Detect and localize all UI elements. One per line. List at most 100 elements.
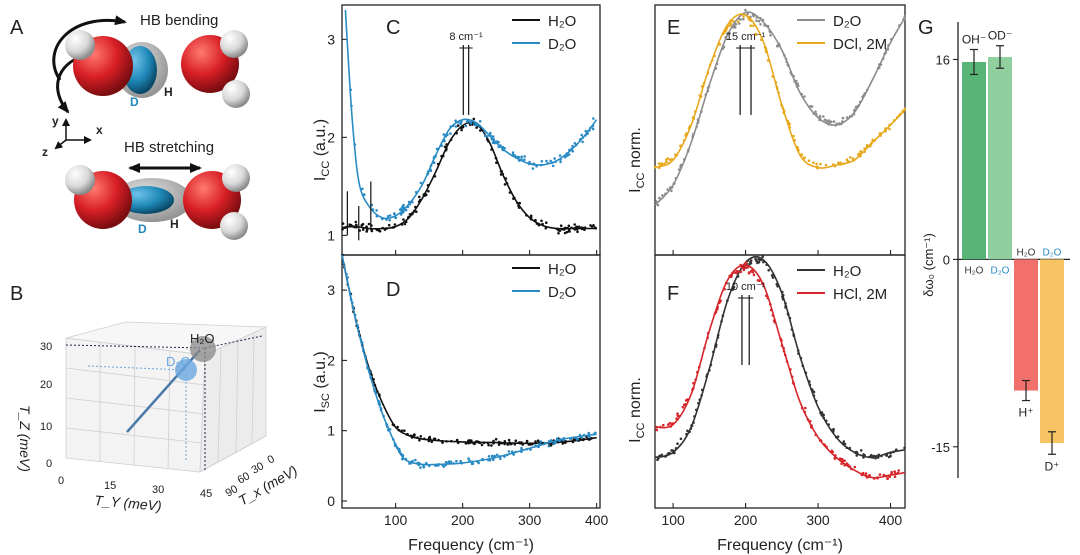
data-point — [549, 159, 552, 163]
data-point — [523, 158, 526, 161]
tz-tick: 10 — [40, 421, 52, 433]
data-point — [749, 24, 752, 28]
data-point — [886, 477, 889, 480]
data-point — [387, 223, 391, 227]
data-point — [761, 255, 764, 258]
data-point — [388, 218, 391, 222]
bar-axis-label: H₂O — [1017, 247, 1036, 258]
data-point — [487, 455, 491, 458]
data-point — [518, 201, 521, 205]
peak-shift-label: 15 cm⁻¹ — [726, 31, 766, 43]
panel-label: D — [386, 279, 400, 301]
data-point — [742, 17, 745, 21]
hydrogen-atom-icon — [220, 212, 248, 240]
data-point — [657, 162, 661, 165]
x-tick-label: 300 — [518, 512, 542, 528]
data-point — [563, 231, 567, 235]
data-point — [903, 15, 907, 18]
data-point — [735, 269, 739, 273]
data-point — [419, 181, 423, 185]
panel-e: D₂O DCl, 2M E ICC norm. 15 cm⁻¹ — [627, 4, 907, 256]
data-point — [752, 14, 755, 18]
data-point — [443, 139, 446, 143]
data-point — [483, 134, 487, 138]
data-point — [503, 183, 507, 186]
data-point — [830, 449, 834, 453]
legend-label: D₂O — [833, 13, 861, 30]
data-point — [341, 222, 345, 225]
ty-axis-label: T_Y (meV) — [94, 492, 163, 514]
legend-label: DCl, 2M — [833, 36, 887, 53]
data-point — [511, 151, 515, 154]
data-point — [491, 135, 495, 138]
data-point — [580, 133, 583, 137]
data-point — [517, 156, 521, 159]
data-point — [393, 212, 396, 216]
panel-label-a: A — [10, 17, 24, 39]
projection-lines — [65, 335, 263, 470]
data-point — [558, 154, 562, 157]
data-point — [746, 12, 749, 16]
fit-line-series-1 — [654, 264, 906, 479]
data-point — [554, 441, 557, 445]
data-point — [767, 268, 770, 272]
data-point — [489, 131, 492, 135]
data-point — [419, 435, 423, 438]
data-point — [418, 439, 421, 442]
data-point — [455, 438, 459, 442]
data-point — [837, 161, 840, 165]
axis-x-label: x — [96, 123, 103, 137]
data-point — [559, 160, 562, 164]
data-point — [415, 210, 418, 213]
data-point — [490, 444, 493, 447]
bar-ion-label: OD⁻ — [988, 29, 1012, 43]
data-point — [656, 203, 660, 207]
data-point — [561, 442, 565, 445]
tx-tick: 90 — [224, 483, 241, 500]
data-point — [514, 439, 518, 443]
bending-label: HB bending — [140, 12, 218, 29]
ty-tick: 0 — [58, 475, 64, 487]
data-point — [360, 223, 364, 227]
data-point — [752, 24, 755, 28]
data-point — [576, 438, 579, 441]
data-point — [470, 439, 473, 442]
data-point — [545, 159, 548, 163]
data-point — [413, 433, 416, 437]
legend-label: H₂O — [833, 263, 861, 280]
data-point — [430, 440, 434, 444]
data-point — [666, 157, 670, 160]
point-h2o-label: H₂O — [190, 331, 215, 346]
data-point — [497, 140, 500, 144]
data-point — [845, 116, 849, 119]
tx-axis-label: T_x (meV) — [236, 462, 301, 509]
data-point — [878, 473, 882, 476]
data-point — [573, 223, 576, 226]
tx-tick: 0 — [266, 453, 277, 466]
hydrogen-atom-icon — [65, 30, 95, 60]
data-point — [404, 208, 408, 212]
data-point — [531, 167, 535, 170]
x-tick-label: 100 — [384, 512, 408, 528]
fit-line-series-1 — [344, 9, 598, 220]
data-point — [418, 195, 421, 199]
y-tick-label: 0 — [327, 493, 335, 509]
data-point — [666, 188, 669, 191]
data-point — [536, 439, 540, 443]
tz-tick: 30 — [40, 341, 52, 353]
atom-label-h-bottom: H — [170, 217, 179, 231]
bar-ion-label: H⁺ — [1019, 406, 1034, 420]
data-point — [734, 22, 738, 26]
data-point — [591, 127, 595, 131]
data-point — [812, 161, 815, 164]
data-point — [807, 159, 811, 162]
data-point — [759, 23, 762, 26]
box-3d — [65, 321, 267, 473]
data-point — [474, 123, 477, 126]
data-point — [744, 266, 748, 270]
data-point — [468, 120, 472, 124]
fit-line-series-0 — [654, 256, 906, 459]
data-point — [549, 439, 553, 442]
data-point — [403, 222, 407, 226]
legend-label: H₂O — [548, 261, 576, 278]
